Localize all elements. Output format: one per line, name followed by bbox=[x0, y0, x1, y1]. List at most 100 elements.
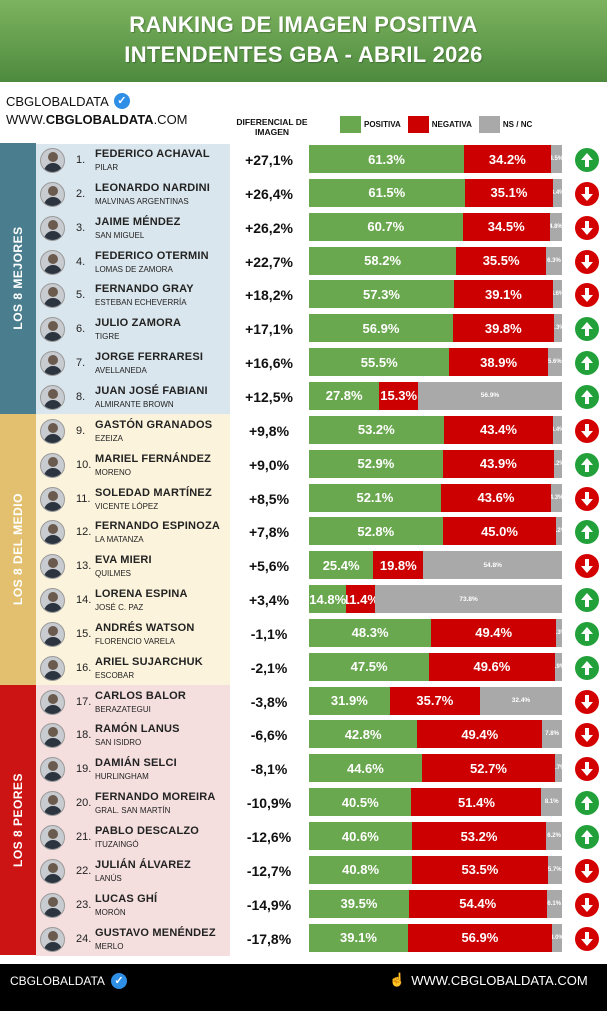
image-differential: -12,7% bbox=[246, 862, 292, 879]
bar-segment-negativa: 45.0% bbox=[442, 517, 557, 546]
table-row: 6. JULIO ZAMORA TIGRE +17,1% 56.9% 39.8% 3.3% bbox=[0, 312, 607, 346]
mayor-name: JUAN JOSÉ FABIANI bbox=[95, 384, 208, 397]
mayor-name: JULIÁN ÁLVAREZ bbox=[95, 858, 191, 871]
arrow-down-icon bbox=[575, 283, 599, 308]
bar-value-label: 35.7% bbox=[416, 693, 454, 709]
legend-label: NEGATIVA bbox=[431, 120, 472, 129]
bar-segment-negativa: 43.4% bbox=[443, 415, 554, 444]
image-differential: -12,6% bbox=[246, 829, 292, 845]
row-background bbox=[36, 211, 230, 246]
image-differential: +5,6% bbox=[248, 558, 290, 575]
brand-block: CBGLOBALDATA ✓ WWW.CBGLOBALDATA.COM bbox=[6, 92, 188, 127]
stacked-bar: 61.5% 35.1% 3.4% bbox=[309, 178, 562, 207]
bar-segment-nsnc: 2.3% bbox=[556, 618, 562, 647]
avatar-photo-icon bbox=[40, 215, 65, 241]
bar-value-label: 56.9% bbox=[362, 320, 400, 336]
row-background bbox=[36, 888, 230, 923]
municipality-name: MERLO bbox=[95, 941, 124, 951]
image-differential: -6,6% bbox=[250, 727, 288, 744]
bar-segment-positiva: 57.3% bbox=[309, 280, 454, 309]
bar-value-label: 40.6% bbox=[341, 828, 379, 844]
stacked-bar: 40.5% 51.4% 8.1% bbox=[309, 788, 562, 817]
table-row: 20. FERNANDO MOREIRA GRAL. SAN MARTÍN -10,9… bbox=[0, 786, 607, 820]
avatar-photo-icon bbox=[40, 757, 65, 783]
table-row: 3. JAIME MÉNDEZ SAN MIGUEL +26,2% 60.7% 34.5%… bbox=[0, 211, 607, 245]
row-background bbox=[36, 752, 230, 787]
row-background bbox=[36, 583, 230, 618]
avatar-photo-icon bbox=[40, 486, 65, 512]
municipality-name: MORÓN bbox=[95, 907, 126, 917]
row-background bbox=[36, 414, 230, 449]
rank-number: 5. bbox=[76, 289, 86, 302]
stacked-bar: 40.6% 53.2% 6.2% bbox=[309, 822, 562, 850]
bar-segment-negativa: 43.9% bbox=[442, 449, 554, 478]
bar-value-label: 4.5% bbox=[550, 156, 562, 162]
mayor-name: LUCAS GHÍ bbox=[95, 892, 158, 905]
table-row: 11. SOLEDAD MARTÍNEZ VICENTE LÓPEZ +8,5% 52.… bbox=[0, 482, 607, 516]
table-row: 2. LEONARDO NARDINI MALVINAS ARGENTINAS +26… bbox=[0, 177, 607, 211]
legend-label: NS / NC bbox=[502, 120, 533, 129]
row-background bbox=[36, 718, 230, 753]
rank-number: 2. bbox=[76, 187, 86, 200]
bar-value-label: 15.3% bbox=[380, 388, 418, 404]
municipality-name: SAN ISIDRO bbox=[95, 738, 142, 748]
mayor-name: RAMÓN LANUS bbox=[95, 723, 180, 736]
footer-url[interactable]: WWW.CBGLOBALDATA.COM bbox=[411, 972, 588, 988]
image-differential: -3,8% bbox=[250, 693, 288, 710]
bar-value-label: 52.9% bbox=[357, 456, 395, 472]
municipality-name: ALMIRANTE BROWN bbox=[95, 399, 174, 409]
footer-brand: CBGLOBALDATA bbox=[10, 974, 105, 988]
bar-segment-nsnc: 4.0% bbox=[551, 923, 562, 952]
bar-value-label: 31.9% bbox=[330, 693, 368, 709]
bar-value-label: 39.1% bbox=[340, 930, 377, 946]
arrow-up-icon bbox=[575, 825, 599, 849]
bar-value-label: 61.3% bbox=[368, 151, 405, 167]
row-background bbox=[36, 617, 230, 652]
arrow-up-icon bbox=[575, 621, 599, 646]
chart-legend: POSITIVA NEGATIVA NS / NC bbox=[340, 116, 539, 133]
bar-segment-positiva: 40.5% bbox=[309, 788, 412, 817]
rank-number: 8. bbox=[76, 390, 86, 403]
arrow-down-icon bbox=[575, 723, 599, 748]
bar-segment-nsnc: 4.8% bbox=[549, 212, 562, 241]
bar-segment-negativa: 52.7% bbox=[421, 754, 556, 783]
table-row: 16. ARIEL SUJARCHUK ESCOBAR -2,1% 47.5% 49.6%… bbox=[0, 651, 607, 685]
avatar-photo-icon bbox=[40, 689, 65, 715]
bar-value-label: 51.4% bbox=[458, 794, 495, 810]
pointer-hand-icon: ☝ bbox=[389, 972, 406, 987]
rank-number: 12. bbox=[76, 526, 92, 539]
stacked-bar: 61.3% 34.2% 4.5% bbox=[309, 145, 562, 173]
bar-value-label: 53.2% bbox=[357, 422, 395, 438]
mayor-name: EVA MIERI bbox=[95, 554, 152, 567]
row-background bbox=[36, 651, 230, 686]
bar-value-label: 52.1% bbox=[356, 490, 394, 505]
bar-segment-positiva: 52.1% bbox=[309, 483, 441, 512]
image-differential: -10,9% bbox=[246, 795, 292, 812]
table-row: 14.LORENA ESPINA JOSÉ C. PAZ +3,4% 14.8%11.… bbox=[0, 583, 607, 617]
bar-value-label: 40.8% bbox=[342, 862, 380, 878]
stacked-bar: 39.5% 54.4% 6.1% bbox=[309, 889, 562, 918]
verified-badge-icon: ✓ bbox=[113, 93, 130, 109]
image-differential: +22,7% bbox=[245, 253, 293, 270]
bar-segment-positiva: 40.6% bbox=[309, 822, 412, 850]
bar-segment-negativa: 15.3% bbox=[379, 381, 419, 410]
bar-segment-nsnc: 5.6% bbox=[547, 348, 562, 377]
stacked-bar: 57.3% 39.1% 3.6% bbox=[309, 280, 562, 309]
arrow-up-icon bbox=[575, 351, 599, 376]
bar-segment-positiva: 39.5% bbox=[309, 889, 409, 918]
stacked-bar: 55.5% 38.9% 5.6% bbox=[309, 348, 562, 377]
bar-segment-negativa: 43.6% bbox=[440, 483, 552, 512]
table-row: 17. CARLOS BALOR BERAZATEGUI -3,8% 31.9% 35.7… bbox=[0, 685, 607, 719]
avatar-photo-icon bbox=[40, 825, 65, 850]
arrow-up-icon bbox=[575, 588, 599, 613]
bar-value-label: 27.8% bbox=[325, 388, 363, 404]
bar-segment-negativa: 49.4% bbox=[431, 618, 557, 647]
stacked-bar: 40.8% 53.5% 5.7% bbox=[309, 855, 562, 884]
legend-item-positiva: POSITIVA bbox=[340, 116, 401, 133]
brand-url[interactable]: WWW.CBGLOBALDATA.COM bbox=[6, 112, 188, 127]
row-background bbox=[36, 820, 230, 855]
bar-segment-negativa: 54.4% bbox=[408, 889, 547, 918]
bar-segment-positiva: 48.3% bbox=[309, 618, 432, 647]
page-footer: CBGLOBALDATA ✓ ☝ WWW.CBGLOBALDATA.COM bbox=[0, 964, 607, 1011]
url-suffix: .COM bbox=[153, 112, 188, 127]
